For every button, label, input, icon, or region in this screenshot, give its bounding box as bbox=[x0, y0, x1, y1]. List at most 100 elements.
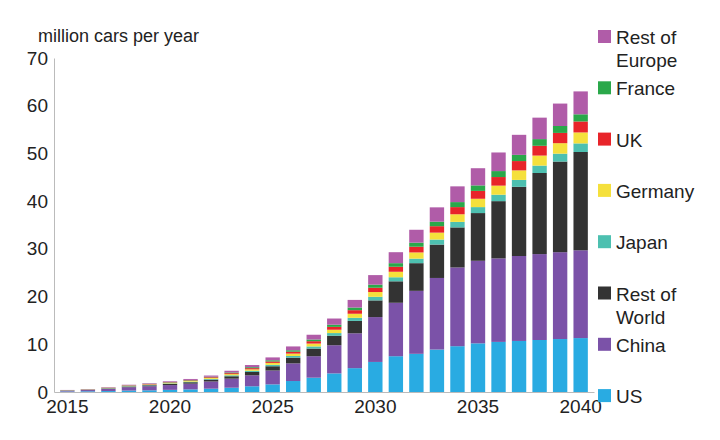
x-tick-label: 2035 bbox=[457, 396, 499, 417]
bar bbox=[204, 377, 218, 379]
y-tick-label: 60 bbox=[27, 95, 48, 116]
bar bbox=[348, 300, 362, 308]
bar bbox=[163, 384, 177, 385]
bar bbox=[286, 346, 300, 350]
bar bbox=[450, 202, 464, 207]
y-tick-label: 50 bbox=[27, 143, 48, 164]
bar bbox=[389, 272, 403, 277]
legend-item: Japan bbox=[598, 232, 668, 253]
y-tick: 30 bbox=[27, 238, 54, 259]
bar bbox=[245, 368, 259, 369]
series-bars bbox=[60, 143, 588, 390]
bar bbox=[327, 373, 341, 392]
series-bars bbox=[60, 132, 588, 390]
bar bbox=[450, 346, 464, 392]
bar bbox=[142, 385, 156, 387]
bar bbox=[183, 379, 197, 380]
bar bbox=[286, 352, 300, 354]
bar bbox=[409, 243, 423, 247]
bar bbox=[81, 389, 95, 390]
legend-swatch bbox=[598, 235, 611, 248]
bar bbox=[553, 162, 567, 253]
legend-label: China bbox=[616, 335, 666, 356]
bar bbox=[245, 375, 259, 386]
bar bbox=[60, 391, 74, 392]
bar bbox=[430, 278, 444, 350]
bar bbox=[224, 371, 238, 373]
bar bbox=[245, 369, 259, 370]
bar bbox=[450, 214, 464, 222]
bar bbox=[224, 374, 238, 375]
x-axis-line bbox=[55, 392, 595, 393]
bar bbox=[286, 358, 300, 364]
bar bbox=[224, 375, 238, 377]
bar bbox=[491, 258, 505, 342]
bar bbox=[471, 343, 485, 392]
bar bbox=[409, 259, 423, 264]
bar bbox=[327, 333, 341, 336]
bar bbox=[553, 154, 567, 162]
bar bbox=[307, 378, 321, 392]
bar bbox=[60, 390, 74, 391]
bar bbox=[245, 386, 259, 392]
bar bbox=[512, 341, 526, 392]
bar bbox=[183, 380, 197, 382]
bar bbox=[122, 391, 136, 392]
legend: Rest ofEuropeFranceUKGermanyJapanRest of… bbox=[598, 27, 695, 407]
bar bbox=[286, 356, 300, 358]
bar bbox=[553, 104, 567, 126]
bar bbox=[368, 285, 382, 288]
bar bbox=[224, 388, 238, 392]
legend-item: China bbox=[598, 335, 666, 356]
x-tick-label: 2025 bbox=[252, 396, 294, 417]
x-tick-label: 2040 bbox=[560, 396, 602, 417]
bar bbox=[553, 126, 567, 133]
y-tick-label: 70 bbox=[27, 48, 48, 69]
bar bbox=[183, 378, 197, 380]
bar bbox=[368, 288, 382, 292]
bar bbox=[368, 317, 382, 362]
legend-swatch bbox=[598, 81, 611, 94]
bar bbox=[348, 310, 362, 314]
bar bbox=[224, 376, 238, 378]
bar bbox=[204, 376, 218, 377]
bar bbox=[512, 155, 526, 161]
bar bbox=[265, 361, 279, 362]
bar bbox=[286, 363, 300, 381]
y-tick-label: 10 bbox=[27, 334, 48, 355]
y-tick: 50 bbox=[27, 143, 54, 164]
bar bbox=[532, 254, 546, 340]
bar bbox=[204, 382, 218, 389]
bar bbox=[409, 252, 423, 258]
bar bbox=[265, 365, 279, 366]
legend-item: Rest ofEurope bbox=[598, 27, 677, 71]
bar bbox=[142, 383, 156, 385]
bar bbox=[491, 186, 505, 195]
series-bars bbox=[60, 152, 588, 391]
y-tick: 20 bbox=[27, 286, 54, 307]
bar bbox=[142, 383, 156, 384]
bar bbox=[163, 382, 177, 384]
bar bbox=[286, 350, 300, 351]
legend-label: France bbox=[616, 78, 675, 99]
bar bbox=[204, 378, 218, 380]
x-tick: 2035 bbox=[457, 392, 499, 417]
bar bbox=[532, 156, 546, 166]
y-tick-label: 40 bbox=[27, 191, 48, 212]
y-axis-title: million cars per year bbox=[38, 26, 199, 46]
bar bbox=[265, 366, 279, 370]
bar bbox=[409, 291, 423, 354]
bar bbox=[142, 390, 156, 392]
bar bbox=[532, 173, 546, 254]
bar bbox=[122, 385, 136, 386]
bar bbox=[81, 389, 95, 390]
bar bbox=[81, 389, 95, 390]
bar bbox=[183, 381, 197, 383]
bar bbox=[60, 390, 74, 391]
bar bbox=[101, 387, 115, 388]
bar bbox=[204, 389, 218, 392]
bar bbox=[101, 389, 115, 391]
bar bbox=[389, 267, 403, 272]
bar bbox=[307, 340, 321, 342]
chart: million cars per year0102030405060702015… bbox=[0, 0, 720, 440]
